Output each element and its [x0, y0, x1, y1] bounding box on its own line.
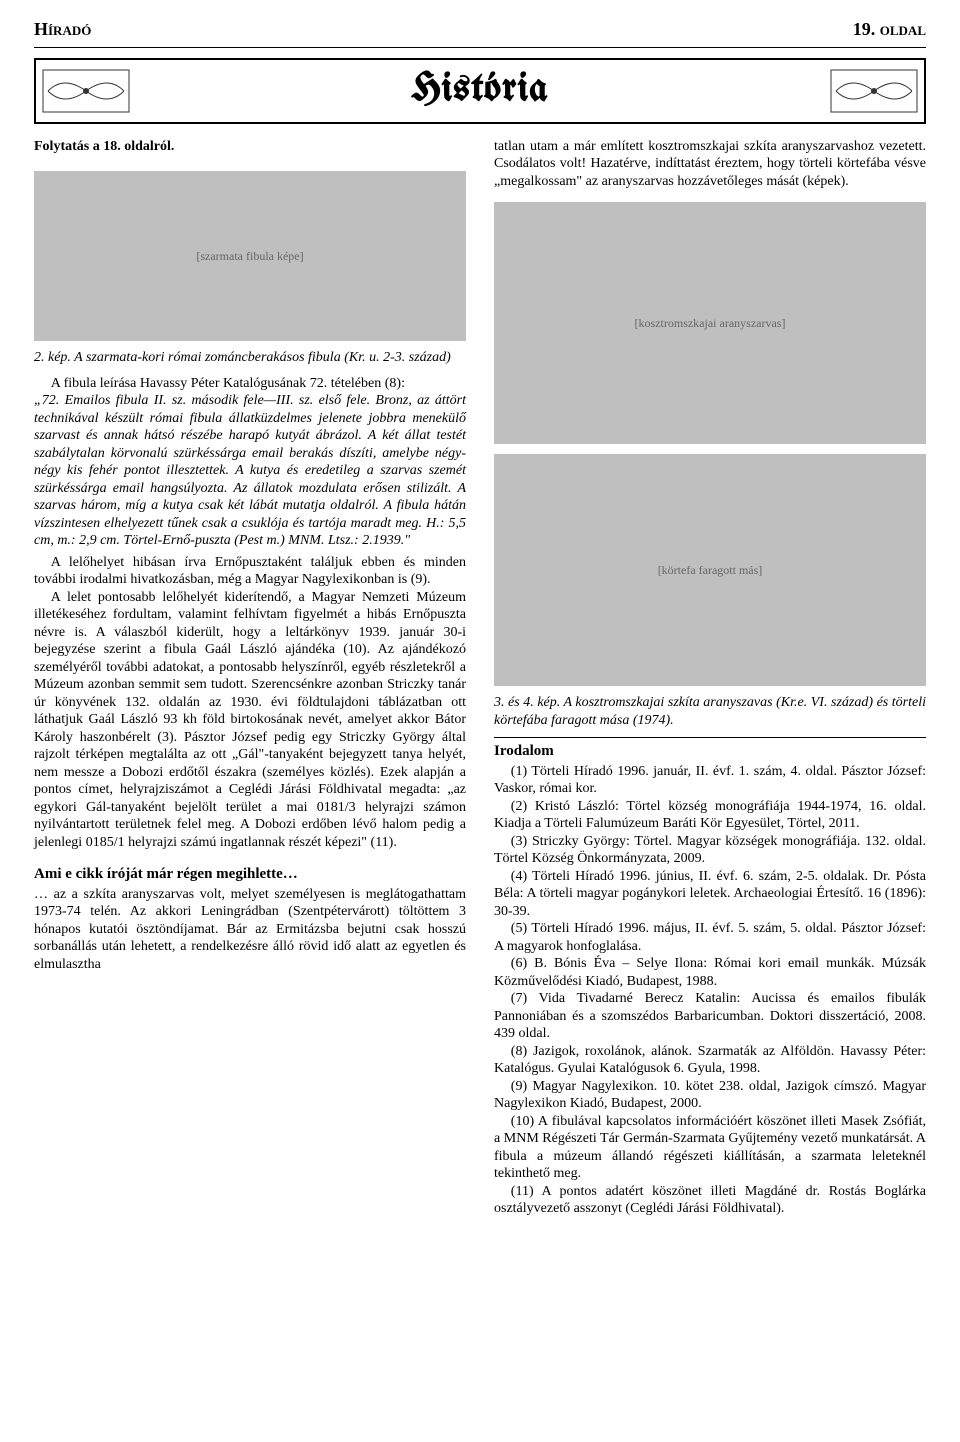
- bib-entry: (6) B. Bónis Éva – Selye Ilona: Római ko…: [494, 955, 926, 990]
- figure-2: [szarmata fibula képe]: [34, 171, 466, 341]
- paragraph-c: … az a szkíta aranyszarvas volt, melyet …: [34, 886, 466, 974]
- paragraph-a: A lelőhelyet hibásan írva Ernőpusztaként…: [34, 554, 466, 589]
- bibliography-heading: Irodalom: [494, 737, 926, 761]
- right-column: tatlan utam a már említett kosztromszkaj…: [494, 138, 926, 1218]
- bib-entry: (9) Magyar Nagylexikon. 10. kötet 238. o…: [494, 1078, 926, 1113]
- figure-3-4-caption: 3. és 4. kép. A kosztromszkajai szkíta a…: [494, 694, 926, 729]
- running-header: Híradó 19. oldal: [34, 18, 926, 41]
- figure-4: [körtefa faragott más]: [494, 454, 926, 686]
- ornament-right: [830, 69, 918, 113]
- bib-entry: (7) Vida Tivadarné Berecz Katalin: Aucis…: [494, 990, 926, 1043]
- header-left: Híradó: [34, 18, 91, 41]
- bib-entry: (8) Jazigok, roxolánok, alánok. Szarmatá…: [494, 1043, 926, 1078]
- banner-title: História: [411, 66, 549, 116]
- bib-entry: (10) A fibulával kapcsolatos információé…: [494, 1113, 926, 1183]
- figure-3: [kosztromszkajai aranyszarvas]: [494, 202, 926, 444]
- bib-entry: (11) A pontos adatért köszönet illeti Ma…: [494, 1183, 926, 1218]
- figure-3-placeholder: [kosztromszkajai aranyszarvas]: [635, 316, 786, 331]
- bib-entry: (4) Törteli Híradó 1996. június, II. évf…: [494, 868, 926, 921]
- fibula-description: „72. Emailos fibula II. sz. második fele…: [34, 392, 466, 550]
- bib-entry: (3) Striczky György: Törtel. Magyar közs…: [494, 833, 926, 868]
- bib-entry: (2) Kristó László: Törtel község monográ…: [494, 798, 926, 833]
- two-column-layout: Folytatás a 18. oldalról. [szarmata fibu…: [34, 138, 926, 1218]
- ornament-left: [42, 69, 130, 113]
- figure-4-placeholder: [körtefa faragott más]: [658, 563, 763, 578]
- bib-entry: (1) Törteli Híradó 1996. január, II. évf…: [494, 763, 926, 798]
- continuation-note: Folytatás a 18. oldalról.: [34, 138, 466, 156]
- left-column: Folytatás a 18. oldalról. [szarmata fibu…: [34, 138, 466, 1218]
- desc-lead: A fibula leírása Havassy Péter Katalógus…: [34, 375, 466, 393]
- bib-entry: (5) Törteli Híradó 1996. május, II. évf.…: [494, 920, 926, 955]
- figure-2-placeholder: [szarmata fibula képe]: [196, 249, 303, 264]
- figure-2-caption: 2. kép. A szarmata-kori római zománcbera…: [34, 349, 466, 367]
- paragraph-b: A lelet pontosabb lelőhelyét kiderítendő…: [34, 589, 466, 852]
- subheading: Ami e cikk íróját már régen megihlette…: [34, 865, 466, 884]
- title-banner: História: [34, 58, 926, 124]
- right-top-paragraph: tatlan utam a már említett kosztromszkaj…: [494, 138, 926, 191]
- header-right: 19. oldal: [853, 18, 926, 41]
- header-rule: [34, 47, 926, 48]
